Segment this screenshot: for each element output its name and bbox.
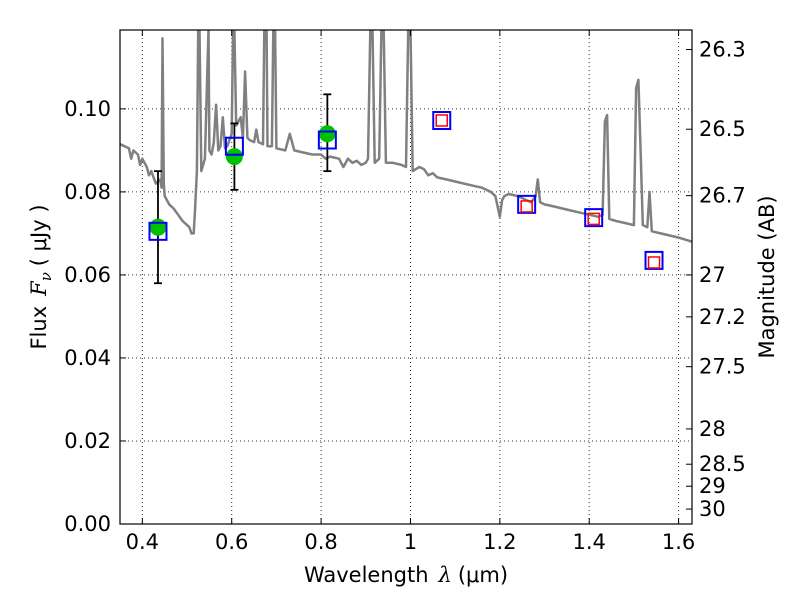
y2-axis-label: Magnitude (AB): [755, 195, 779, 358]
y-axis-label-subscript: ν: [37, 272, 55, 281]
model-point-large: [517, 194, 537, 214]
model-point-large: [317, 130, 337, 150]
y2-tick-label: 26.7: [699, 184, 746, 208]
y-axis-label-prefix: Flux: [27, 306, 51, 350]
y-tick-label: 0.00: [64, 512, 111, 536]
y-tick-label: 0.02: [64, 429, 111, 453]
y2-tick-label: 26.3: [699, 38, 746, 62]
model-point-small: [435, 114, 448, 127]
y-tick-label: 0.04: [64, 346, 111, 370]
y-axis-label: Flux Fν ( μJy ): [27, 204, 55, 349]
x-axis-label-prefix: Wavelength: [304, 563, 429, 587]
observed-point: [318, 125, 336, 143]
plot-area: [120, 30, 692, 285]
model-point-large: [584, 208, 604, 228]
y2-tick-label: 28.5: [699, 452, 746, 476]
model-point-large: [148, 221, 168, 241]
spectrum-line: [120, 30, 692, 243]
y-tick-label: 0.08: [64, 180, 111, 204]
x-tick-label: 1.2: [483, 530, 516, 554]
y2-tick-label: 27.5: [699, 355, 746, 379]
x-axis-label: Wavelength λ (μm): [304, 563, 508, 587]
y2-tick-label: 27: [699, 263, 726, 287]
y-axis-label-unit: ( μJy ): [27, 204, 51, 266]
x-tick-label: 0.6: [215, 530, 248, 554]
y-axis-label-symbol: F: [27, 280, 51, 297]
observed-point: [225, 148, 243, 166]
x-tick-label: 1.4: [573, 530, 606, 554]
model-point-small: [587, 212, 600, 226]
x-axis-label-symbol: λ: [438, 563, 452, 587]
model-point-small: [647, 256, 661, 269]
x-tick-label: 0.4: [126, 530, 159, 554]
y2-tick-label: 27.2: [699, 305, 746, 329]
model-point-large: [644, 250, 664, 270]
x-tick-label: 1: [404, 530, 417, 554]
y-tick-label: 0.10: [64, 97, 111, 121]
model-point-large: [224, 136, 244, 156]
y2-tick-label: 26.5: [699, 117, 746, 141]
y2-tick-label: 29: [699, 474, 726, 498]
model-point-small: [520, 200, 533, 213]
y2-tick-label: 28: [699, 417, 726, 441]
x-axis-label-unit: (μm): [458, 563, 508, 587]
x-tick-label: 0.8: [304, 530, 337, 554]
plot-frame: [119, 29, 693, 525]
model-point-large: [432, 110, 452, 130]
observed-point: [149, 218, 167, 236]
y2-tick-label: 30: [699, 497, 726, 521]
x-tick-label: 1.6: [662, 530, 695, 554]
tick-labels: 0.4 0.6 0.8 1 1.2 1.4 1.6 0.00 0.02 0.04 0.06 0.08 0…: [64, 38, 746, 554]
y-tick-label: 0.06: [64, 263, 111, 287]
ticks: [120, 30, 692, 525]
